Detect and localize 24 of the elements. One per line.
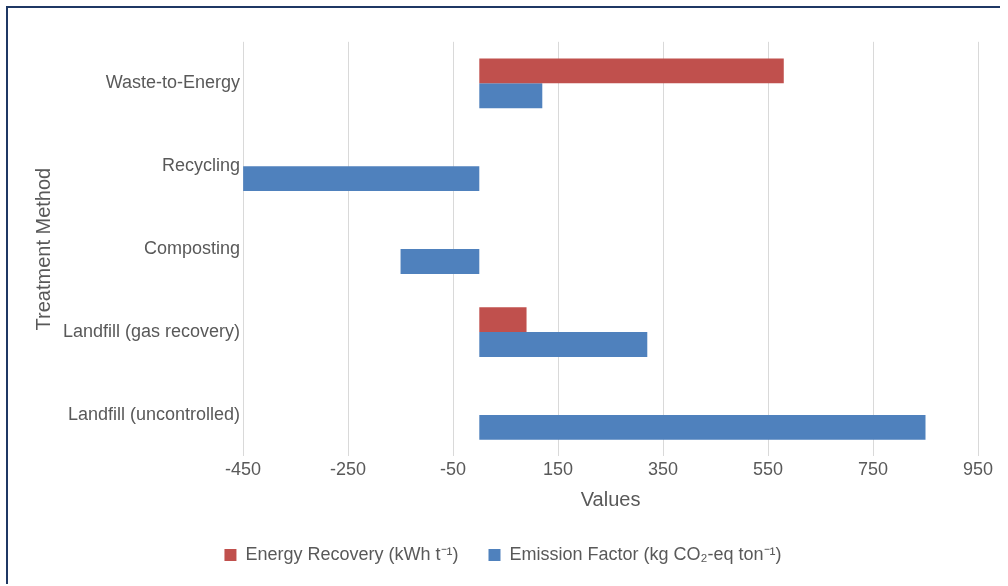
x-tick-label: -450 (225, 459, 262, 480)
y-axis-title: Treatment Method (31, 167, 54, 331)
legend-label: Emission Factor (kg CO₂-eq ton⁻¹) (509, 543, 782, 564)
y-tick-label: Landfill (gas recovery) (63, 320, 241, 341)
bar (479, 58, 784, 84)
x-tick-label: -50 (440, 459, 467, 480)
x-tick-label: 350 (648, 459, 679, 480)
legend-label: Energy Recovery (kWh t⁻¹) (245, 543, 459, 564)
bar (479, 307, 527, 333)
bar (400, 249, 480, 274)
x-tick-label: 950 (962, 459, 994, 480)
x-tick-label: 550 (753, 459, 784, 480)
x-tick-label: 750 (857, 459, 889, 480)
y-tick-label: Waste-to-Energy (105, 72, 241, 93)
x-tick-label: 150 (543, 459, 574, 480)
y-tick-label: Recycling (162, 155, 241, 176)
bar (243, 166, 480, 192)
bar (479, 414, 926, 440)
bar (479, 83, 543, 109)
bar (479, 332, 648, 357)
x-tick-label: -250 (330, 459, 367, 480)
y-tick-label: Composting (144, 238, 241, 259)
x-axis-title: Values (580, 487, 641, 510)
y-tick-label: Landfill (uncontrolled) (67, 403, 241, 424)
